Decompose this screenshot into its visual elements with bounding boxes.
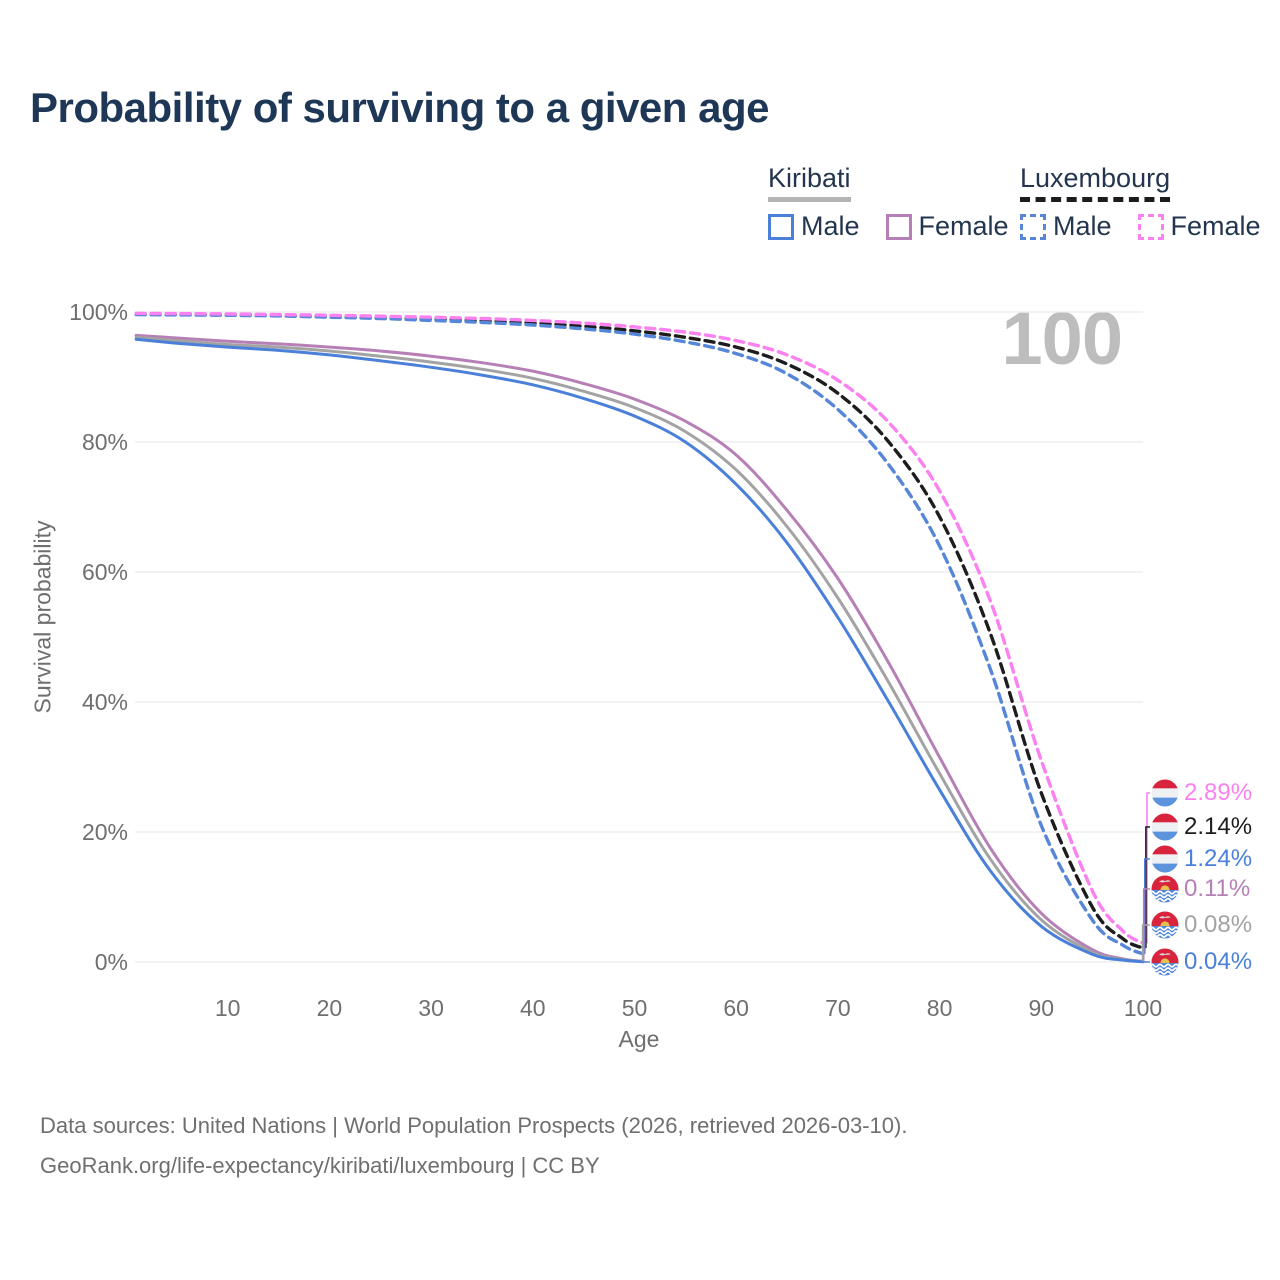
x-tick-label: 40 — [520, 995, 546, 1021]
end-value-label: 0.08% — [1184, 911, 1253, 938]
series-line-kiribati-female[interactable] — [134, 333, 1145, 963]
x-tick-label: 10 — [214, 995, 241, 1021]
x-tick-label: 50 — [621, 995, 648, 1021]
legend-items-kiribati: Male Female — [768, 211, 1009, 242]
end-value-label: 2.89% — [1184, 779, 1253, 806]
kiribati-flag-icon — [1151, 875, 1179, 903]
y-tick-label: 40% — [81, 689, 128, 715]
age-watermark: 100 — [1001, 297, 1123, 380]
y-tick-label: 0% — [94, 949, 128, 975]
kiribati-flag-icon — [1151, 948, 1179, 976]
series-line-kiribati-both[interactable] — [134, 335, 1145, 963]
x-tick-label: 70 — [825, 995, 851, 1021]
end-label-kiribati-both[interactable]: 0.08% — [1151, 911, 1252, 939]
kiribati-female-swatch-icon — [885, 213, 912, 240]
legend-item-label: Male — [1053, 211, 1112, 241]
legend-item-luxembourg-male[interactable]: Male — [1020, 211, 1112, 242]
end-label-luxembourg-female[interactable]: 2.89% — [1151, 779, 1252, 807]
y-tick-label: 80% — [81, 429, 128, 455]
legend-item-label: Male — [801, 211, 860, 241]
end-label-luxembourg-both[interactable]: 2.14% — [1151, 813, 1252, 841]
page-title: Probability of surviving to a given age — [30, 84, 769, 131]
leader-line-kiribati — [1141, 924, 1150, 962]
legend-group-luxembourg: Luxembourg Male Female — [1020, 163, 1261, 242]
series-line-luxembourg-male[interactable] — [134, 312, 1145, 956]
legend-item-luxembourg-female[interactable]: Female — [1137, 211, 1261, 242]
data-sources-line: Data sources: United Nations | World Pop… — [40, 1113, 908, 1138]
series-line-luxembourg-female[interactable] — [134, 311, 1145, 945]
luxembourg-female-swatch-icon — [1137, 213, 1164, 240]
kiribati-male-swatch-icon — [768, 213, 794, 240]
footer: Data sources: United Nations | World Pop… — [40, 1106, 907, 1186]
x-tick-label: 60 — [723, 995, 749, 1021]
leader-line-kiribati — [1142, 888, 1150, 962]
y-axis-title: Survival probability — [29, 520, 56, 714]
legend-country-kiribati[interactable]: Kiribati — [768, 163, 851, 202]
x-tick-label: 80 — [926, 995, 953, 1021]
y-tick-label: 20% — [81, 819, 128, 845]
end-label-kiribati-female[interactable]: 0.11% — [1151, 875, 1250, 903]
leader-line-luxembourg — [1146, 792, 1150, 944]
leader-line-luxembourg — [1144, 858, 1150, 954]
x-tick-label: 100 — [1123, 995, 1163, 1021]
y-tick-label: 60% — [81, 559, 128, 585]
source-url-line: GeoRank.org/life-expectancy/kiribati/lux… — [40, 1153, 600, 1178]
x-tick-label: 20 — [316, 995, 343, 1021]
legend-country-luxembourg[interactable]: Luxembourg — [1020, 163, 1171, 202]
legend-item-label: Female — [1170, 211, 1261, 241]
legend-item-kiribati-female[interactable]: Female — [885, 211, 1009, 242]
luxembourg-male-swatch-icon — [1020, 213, 1046, 240]
x-axis-title: Age — [618, 1026, 660, 1052]
legend-items-luxembourg: Male Female — [1020, 211, 1261, 242]
end-label-kiribati-male[interactable]: 0.04% — [1151, 948, 1252, 976]
legend-item-kiribati-male[interactable]: Male — [768, 211, 860, 242]
end-label-luxembourg-male[interactable]: 1.24% — [1151, 845, 1252, 873]
end-value-label: 0.04% — [1184, 948, 1253, 975]
luxembourg-flag-icon — [1151, 779, 1179, 807]
luxembourg-flag-icon — [1151, 845, 1179, 873]
end-value-label: 2.14% — [1184, 813, 1253, 840]
kiribati-flag-icon — [1151, 911, 1179, 939]
luxembourg-flag-icon — [1151, 813, 1179, 841]
end-value-label: 0.11% — [1184, 875, 1251, 902]
y-tick-label: 100% — [69, 299, 128, 325]
leader-line-luxembourg — [1145, 826, 1150, 949]
legend-group-kiribati: Kiribati Male Female — [768, 163, 1009, 242]
legend-item-label: Female — [918, 211, 1009, 241]
x-tick-label: 30 — [418, 995, 444, 1021]
end-value-label: 1.24% — [1184, 845, 1253, 872]
x-tick-label: 90 — [1028, 995, 1055, 1021]
series-line-kiribati-male[interactable] — [134, 337, 1145, 964]
